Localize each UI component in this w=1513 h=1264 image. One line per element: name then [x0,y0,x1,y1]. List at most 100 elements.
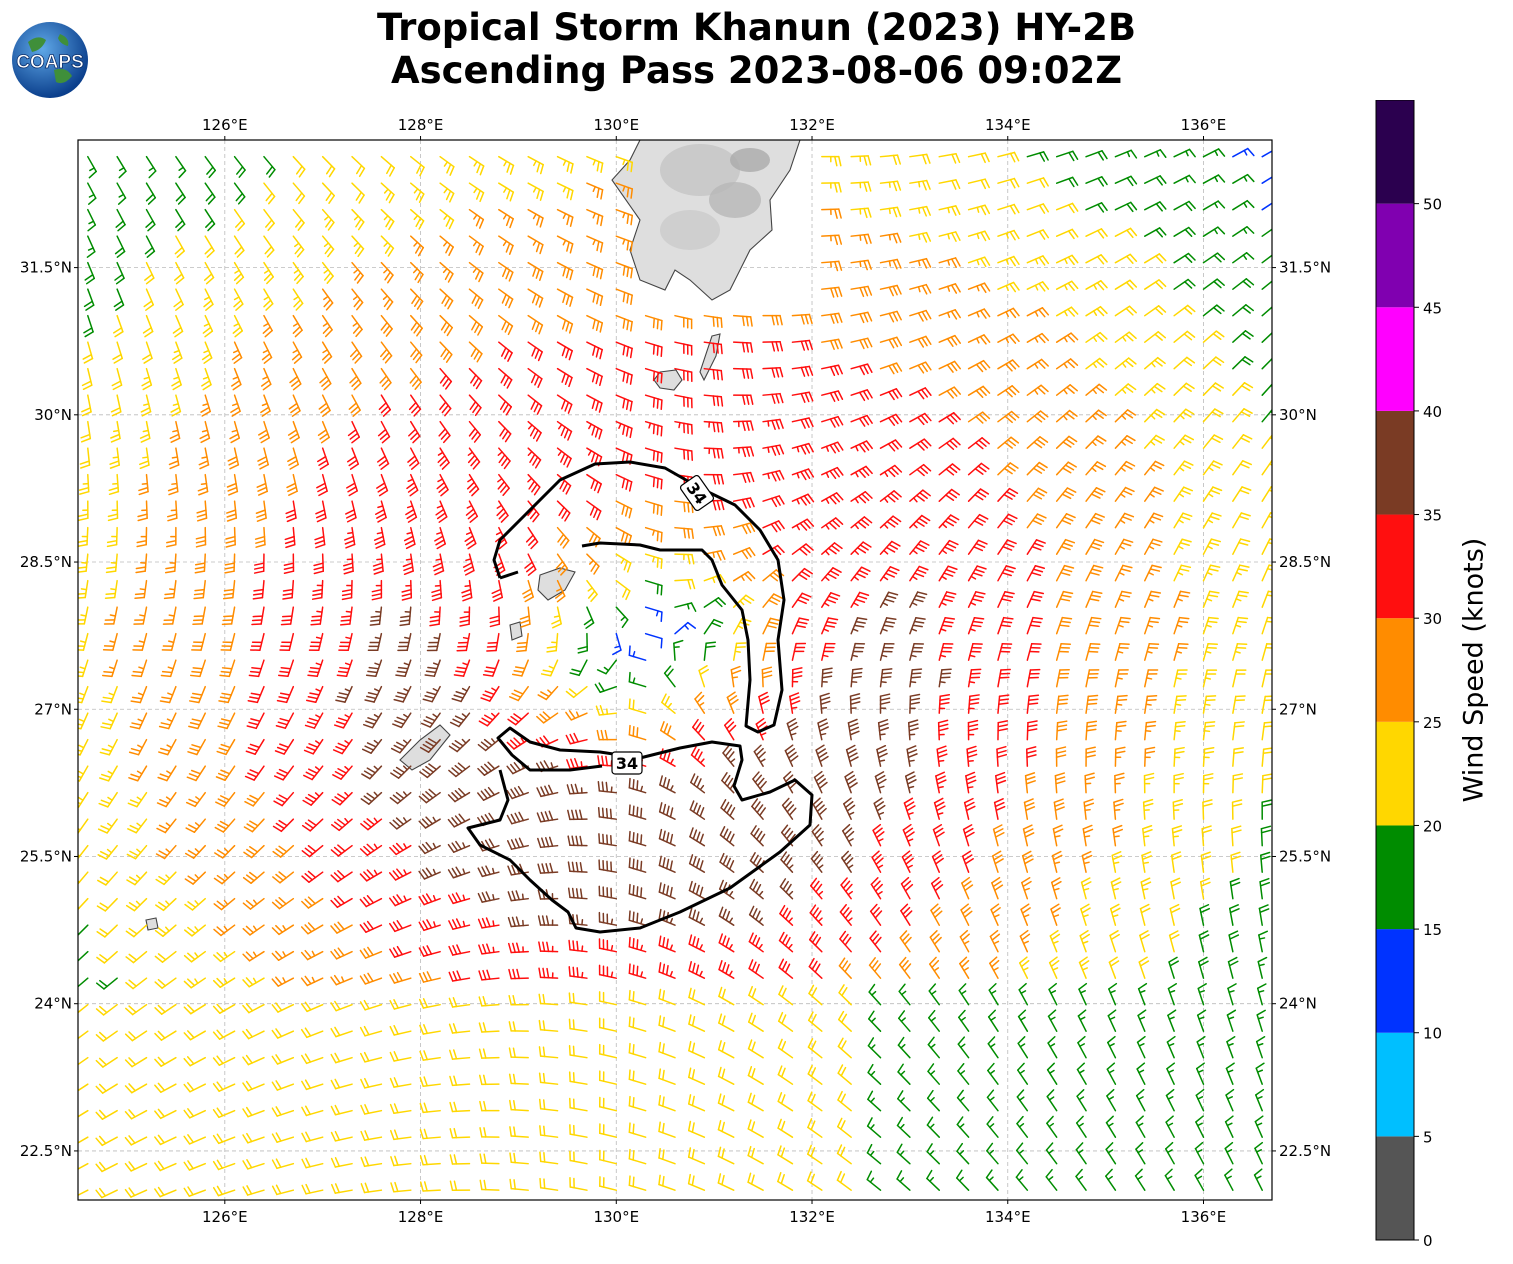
wind-barb [1202,460,1223,476]
wind-barb [556,526,570,549]
wind-barb [747,1172,764,1191]
wind-barb [537,915,559,926]
wind-barb [879,180,902,192]
wind-barb [1143,772,1155,794]
wind-barb [992,824,1005,847]
wind-barb [909,489,931,503]
wind-barb [191,632,206,651]
wind-barb [479,1100,500,1112]
wind-barb [184,871,206,885]
wind-barb [879,490,902,503]
wind-barb [628,989,647,1006]
colorbar-tick-label: 30 [1423,610,1442,628]
wind-barb [1232,616,1249,635]
wind-barb [81,394,92,417]
wind-barb [938,539,959,555]
wind-barb [292,208,305,231]
wind-barb [909,387,932,400]
wind-barb [1076,1089,1087,1112]
wind-barb [674,621,697,635]
wind-barb [898,983,911,1006]
wind-barb [390,1181,412,1193]
wind-barb [967,308,991,319]
wind-barb [628,830,647,847]
wind-barb [615,288,633,306]
wind-barb [244,791,265,807]
wind-barb [301,1131,324,1143]
wind-barb [128,738,148,756]
wind-barb [692,718,706,741]
wind-barb [243,844,265,859]
wind-barb [1256,983,1267,1006]
wind-barb [203,288,214,311]
wind-barb [813,770,828,794]
wind-barb [271,1158,295,1170]
wind-barb [967,437,990,450]
wind-barb [748,932,764,953]
wind-contour-34kt [499,570,519,580]
wind-barb [478,996,500,1007]
wind-barb [330,844,353,857]
wind-barb [114,235,126,258]
wind-barb [897,1090,911,1112]
wind-barb [1256,1009,1266,1032]
wind-barb [1055,694,1069,714]
wind-barb [537,862,559,874]
wind-barb [732,471,755,484]
lat-tick-label-right: 31.5°N [1279,259,1331,277]
wind-barb [420,712,441,728]
wind-barb [988,983,999,1006]
wind-barb [986,1142,999,1165]
wind-barb [598,938,618,953]
wind-barb [418,867,441,880]
wind-barb [468,261,484,283]
wind-barb [365,659,383,678]
wind-barb [879,668,893,688]
wind-barb [292,288,304,311]
wind-barb [997,359,1020,372]
wind-barb [660,721,676,741]
lon-tick-label-bottom: 136°E [1181,1208,1227,1226]
wind-barb [1173,720,1186,741]
wind-barb [78,500,89,521]
wind-barb [899,930,912,953]
wind-barb [112,314,124,338]
wind-barb [321,341,333,364]
wind-barb [449,1127,471,1139]
wind-barb [1229,904,1240,926]
wind-barb [78,632,89,651]
wind-barb [909,335,932,348]
wind-barb [348,394,361,417]
wind-barb [1173,669,1188,688]
lon-tick-label-bottom: 126°E [202,1208,248,1226]
wind-barb [321,155,336,178]
wind-barb [408,394,422,417]
wind-barb [271,1054,295,1065]
wind-barb [850,233,872,245]
wind-barb [747,1119,764,1138]
wind-barb [556,182,574,201]
wind-barb [125,924,148,938]
wind-barb [1047,1009,1058,1032]
wind-barb [674,553,695,565]
wind-barb [556,261,574,281]
wind-barb [1202,669,1218,688]
wind-barb [1085,331,1108,343]
wind-barb [351,208,365,231]
wind-barb [1112,824,1123,847]
wind-barb [909,257,932,269]
wind-barb [449,1154,471,1165]
wind-barb [688,934,706,953]
wind-barb [359,999,383,1011]
wind-barb [184,924,206,937]
colorbar-bin [1376,929,1414,1033]
wind-barb [154,977,177,989]
wind-barb [1114,746,1126,767]
wind-barb [527,420,542,442]
wind-barb [1114,564,1133,582]
wind-barb [1199,904,1211,926]
wind-barb [907,719,919,741]
wind-barb [224,553,236,574]
wind-barb [263,182,276,205]
wind-barb [997,462,1019,476]
